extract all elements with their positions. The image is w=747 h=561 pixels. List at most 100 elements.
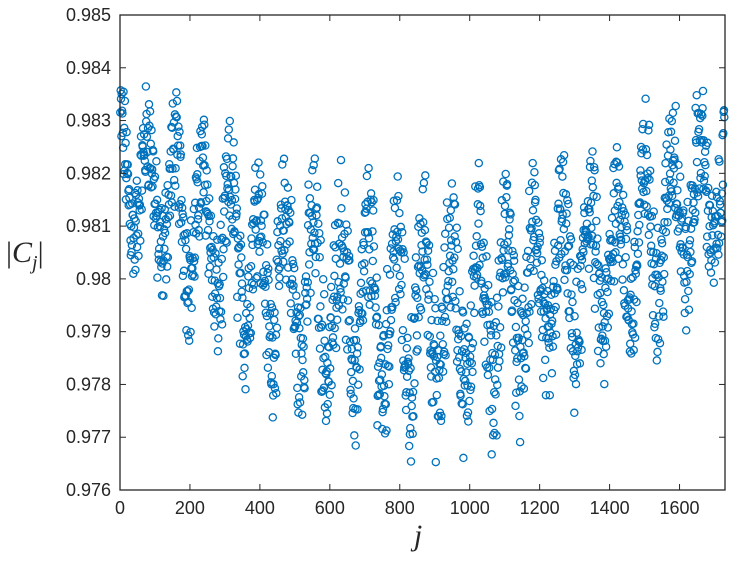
data-point (326, 282, 336, 292)
data-point (302, 300, 311, 309)
data-point (341, 273, 350, 283)
data-point (368, 256, 378, 266)
data-point (134, 251, 143, 261)
data-point (397, 228, 407, 237)
data-point (389, 255, 399, 264)
data-point (392, 196, 402, 205)
data-point (316, 302, 325, 311)
data-point (475, 182, 485, 192)
data-point (160, 244, 169, 254)
data-point (392, 263, 401, 273)
data-point (330, 323, 339, 333)
data-point (399, 248, 408, 257)
data-point (466, 382, 476, 391)
data-point (167, 198, 177, 207)
data-point (363, 228, 373, 237)
data-point (428, 268, 438, 278)
data-point (467, 344, 476, 353)
data-point (160, 205, 170, 214)
data-point (467, 359, 477, 368)
data-point (575, 359, 585, 368)
data-point (509, 277, 518, 287)
data-point (445, 251, 455, 261)
data-point (463, 408, 473, 417)
data-point (523, 268, 533, 277)
data-point (424, 240, 434, 250)
data-point (244, 263, 253, 273)
data-point (245, 333, 255, 343)
data-point (501, 273, 510, 282)
data-point (442, 198, 452, 207)
data-point (346, 389, 356, 399)
data-point (247, 278, 257, 288)
data-point (504, 230, 514, 240)
data-point (531, 195, 540, 205)
data-point (644, 126, 653, 135)
data-point (190, 272, 199, 281)
data-point (571, 379, 581, 389)
data-point (233, 313, 242, 322)
data-point (222, 238, 231, 247)
data-point (509, 256, 519, 266)
data-point (575, 337, 584, 347)
data-point (460, 376, 470, 386)
data-point (626, 274, 636, 283)
data-point (254, 236, 264, 246)
data-point (397, 335, 407, 345)
data-point (557, 214, 567, 224)
data-point (168, 164, 177, 174)
data-point (438, 367, 448, 376)
data-point (217, 320, 227, 329)
y-tick-label: 0.977 (66, 427, 111, 447)
data-point (470, 281, 479, 290)
data-point (298, 368, 308, 377)
data-point (173, 131, 182, 141)
data-point (305, 194, 315, 203)
data-point (325, 364, 335, 373)
x-tick-label: 400 (245, 498, 275, 518)
data-point (263, 363, 273, 372)
y-tick-label: 0.985 (66, 5, 111, 25)
data-point (638, 124, 647, 134)
data-point (439, 262, 448, 272)
data-point (631, 266, 640, 275)
data-point (524, 186, 534, 196)
data-point (332, 315, 342, 325)
data-point (317, 320, 327, 330)
data-point (653, 334, 663, 344)
data-point (486, 331, 496, 340)
data-point (590, 304, 600, 313)
data-point (468, 367, 477, 377)
data-point (498, 288, 508, 297)
data-point (650, 319, 660, 329)
data-point (632, 297, 641, 307)
data-point (356, 278, 366, 288)
data-point (413, 345, 422, 354)
data-point (177, 195, 186, 205)
data-point (545, 390, 555, 400)
data-point (568, 297, 577, 307)
data-point (274, 281, 284, 291)
data-point (719, 129, 728, 138)
data-point (556, 235, 565, 245)
data-point (659, 269, 669, 279)
data-point (289, 281, 298, 290)
data-point (458, 308, 468, 317)
data-point (561, 219, 571, 228)
data-point (583, 233, 592, 243)
data-point (279, 154, 289, 164)
data-point (459, 453, 468, 463)
data-point (217, 254, 227, 264)
data-point (210, 289, 220, 298)
data-point (257, 221, 266, 231)
data-point (421, 171, 430, 180)
data-point (286, 299, 295, 308)
data-point (406, 364, 415, 373)
data-point (504, 225, 514, 234)
data-point (183, 286, 193, 296)
data-point (596, 359, 605, 368)
data-point (376, 353, 386, 363)
data-point (450, 253, 459, 262)
data-point (418, 185, 428, 194)
data-point (211, 249, 220, 258)
